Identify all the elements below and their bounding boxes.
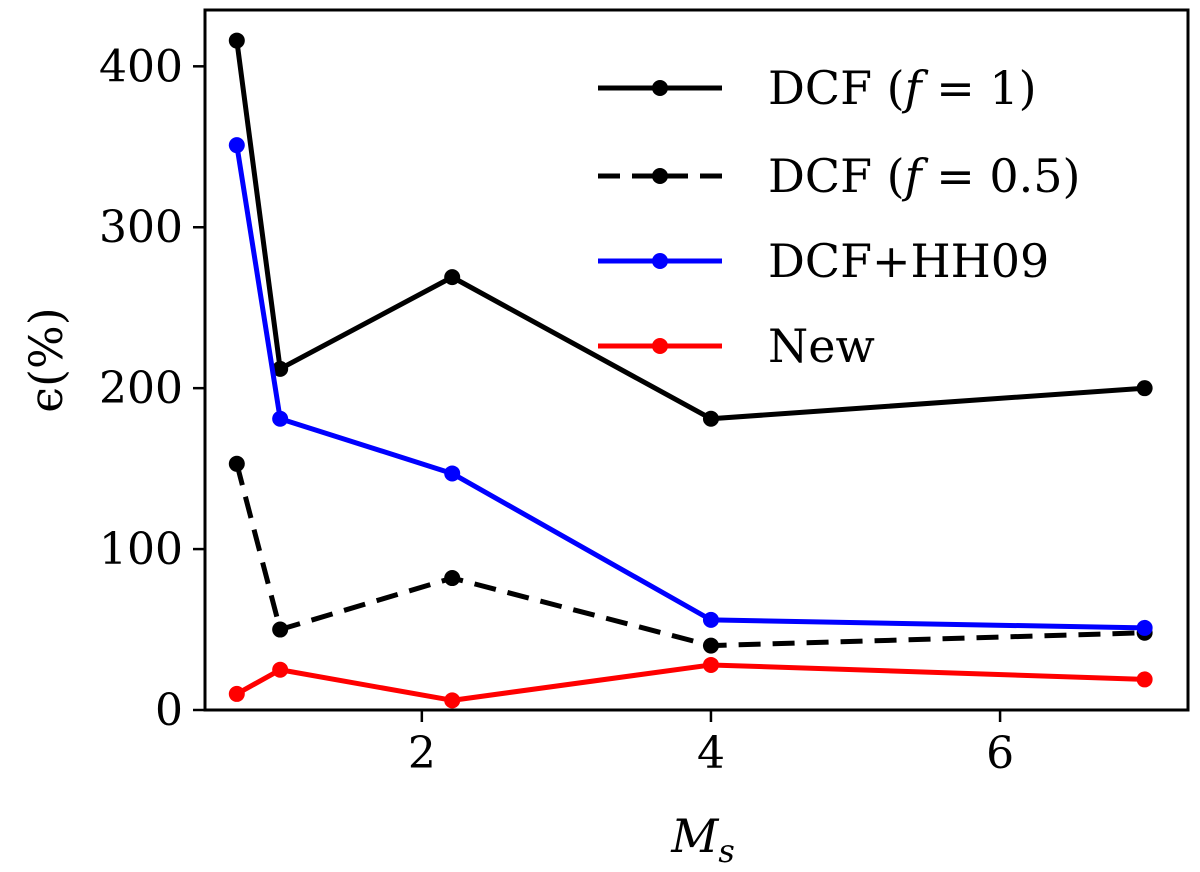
- y-tick-label-200: 200: [99, 363, 183, 414]
- series-0-point-4: [1136, 380, 1153, 397]
- series-layer: [228, 32, 1153, 709]
- series-0-point-2: [444, 269, 461, 286]
- legend-marker-0: [652, 80, 668, 96]
- legend-label-1: DCF (f = 0.5): [768, 149, 1080, 203]
- x-axis-label-subscript: s: [718, 832, 734, 870]
- legend-label-0: DCF (f = 1): [768, 61, 1037, 115]
- legend-marker-3: [652, 338, 668, 354]
- y-tick-label-400: 400: [99, 41, 183, 92]
- series-1-point-2: [444, 570, 461, 587]
- plot-frame: [203, 8, 1190, 712]
- y-tick-label-0: 0: [155, 685, 183, 736]
- series-3-point-3: [702, 656, 719, 673]
- legend-label-1-suffix: = 0.5): [922, 149, 1081, 203]
- x-axis-label: Ms: [670, 809, 735, 870]
- series-3-point-4: [1136, 671, 1153, 688]
- axes-layer: 2 4 6 0 100 200 300 400: [99, 8, 1190, 779]
- series-2-point-4: [1136, 619, 1153, 636]
- series-line-3: [235, 662, 1145, 703]
- series-0-point-1: [272, 360, 289, 377]
- series-3-point-2: [444, 692, 461, 709]
- series-line-2: [234, 144, 1145, 631]
- x-axis-label-base: M: [670, 809, 720, 863]
- x-tick-label-4: 4: [697, 728, 725, 779]
- series-0-point-0: [228, 32, 245, 49]
- legend-marker-2: [652, 253, 668, 269]
- series-3-point-1: [272, 661, 289, 678]
- y-axis-label: ϵ(%): [19, 307, 73, 412]
- legend: DCF (f = 1) DCF (f = 0.5) DCF+HH09 New: [598, 61, 1080, 373]
- series-1-point-1: [272, 621, 289, 638]
- legend-label-0-prefix: DCF (: [768, 61, 905, 115]
- series-1-point-0: [228, 455, 245, 472]
- series-2-point-0: [228, 137, 245, 154]
- legend-label-2-prefix: DCF+HH09: [768, 234, 1049, 288]
- x-tick-label-6: 6: [986, 728, 1014, 779]
- x-tick-label-2: 2: [408, 728, 436, 779]
- legend-label-1-prefix: DCF (: [768, 149, 905, 203]
- y-tick-label-100: 100: [99, 524, 183, 575]
- series-2-point-1: [272, 410, 289, 427]
- series-2-point-2: [444, 465, 461, 482]
- legend-label-0-suffix: = 1): [922, 61, 1037, 115]
- series-0-point-3: [702, 410, 719, 427]
- legend-label-2: DCF+HH09: [768, 234, 1049, 288]
- legend-label-3-prefix: New: [768, 319, 875, 373]
- legend-label-3: New: [768, 319, 875, 373]
- series-3-point-0: [228, 685, 245, 702]
- y-tick-label-300: 300: [99, 202, 183, 253]
- series-line-1: [234, 463, 1145, 649]
- legend-marker-1: [652, 168, 668, 184]
- series-1-point-3: [702, 637, 719, 654]
- series-2-point-3: [702, 611, 719, 628]
